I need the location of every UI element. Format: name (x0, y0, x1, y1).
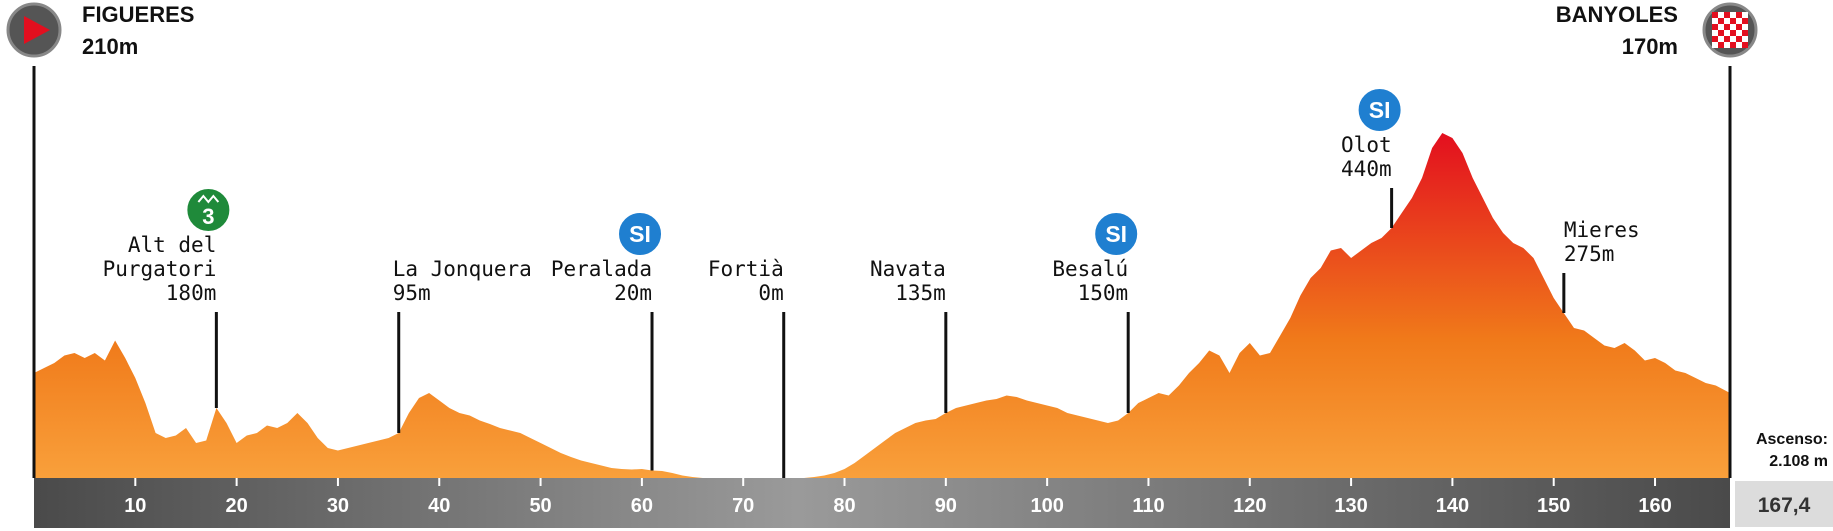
tick-label: 40 (428, 495, 450, 517)
tick-label: 130 (1334, 495, 1367, 517)
checker-square (1736, 18, 1742, 24)
checker-square (1730, 42, 1736, 48)
checker-square (1724, 36, 1730, 42)
checker-square (1724, 42, 1730, 48)
mountain-icon (197, 194, 220, 204)
start-altitude: 210m (82, 34, 138, 59)
checker-square (1736, 12, 1742, 18)
town-label: 95m (393, 281, 431, 305)
distance-box (1735, 481, 1833, 527)
checker-square (1736, 36, 1742, 42)
finish-altitude: 170m (1622, 34, 1678, 59)
distance-axis (34, 478, 1730, 528)
tick-label: 80 (833, 495, 855, 517)
town-label: Purgatori (103, 257, 217, 281)
checker-square (1718, 42, 1724, 48)
sprint-badge-icon (1093, 211, 1140, 257)
checker-square (1712, 30, 1718, 36)
elevation-area (34, 133, 1730, 478)
sprint-label: SI (1369, 97, 1391, 123)
town-label: 275m (1564, 242, 1615, 266)
finish-name: BANYOLES (1556, 2, 1678, 27)
tick-label: 110 (1132, 495, 1164, 517)
checker-square (1718, 12, 1724, 18)
checker-square (1718, 24, 1724, 30)
town-label: Besalú (1052, 257, 1128, 281)
tick-label: 60 (631, 495, 653, 517)
checker-square (1730, 12, 1736, 18)
tick-label: 120 (1233, 495, 1266, 517)
checker-square (1718, 18, 1724, 24)
tick-label: 90 (935, 495, 957, 517)
ascent-value: 2.108 m (1769, 453, 1828, 470)
checker-square (1736, 24, 1742, 30)
checker-square (1742, 18, 1748, 24)
checker-square (1718, 36, 1724, 42)
total-distance: 167,4 (1758, 494, 1811, 517)
checker-square (1736, 30, 1742, 36)
town-label: 20m (614, 281, 652, 305)
checker-square (1724, 30, 1730, 36)
checker-square (1730, 30, 1736, 36)
town-label: Navata (870, 257, 946, 281)
tick-label: 70 (732, 495, 754, 517)
checker-square (1742, 12, 1748, 18)
town-label: 135m (895, 281, 946, 305)
checker-square (1724, 24, 1730, 30)
sprint-label: SI (1105, 221, 1127, 247)
town-label: Mieres (1564, 218, 1640, 242)
sprint-label: SI (629, 221, 651, 247)
tick-label: 30 (327, 495, 349, 517)
checker-square (1712, 12, 1718, 18)
ascent-label: Ascenso: (1756, 431, 1828, 448)
sprint-badge-icon (617, 211, 664, 257)
checker-square (1742, 42, 1748, 48)
checker-square (1730, 24, 1736, 30)
checker-square (1742, 24, 1748, 30)
town-label: Olot (1341, 133, 1392, 157)
town-label: 180m (166, 281, 217, 305)
tick-label: 100 (1030, 495, 1063, 517)
town-label: 440m (1341, 157, 1392, 181)
play-arrow-icon (24, 16, 50, 44)
sprint-badge-icon (1356, 87, 1403, 133)
town-label: 0m (758, 281, 783, 305)
town-label: Alt del (128, 233, 217, 257)
town-label: La Jonquera (393, 257, 532, 281)
checkered-flag-icon (1712, 12, 1748, 48)
start-name: FIGUERES (82, 2, 194, 27)
checker-square (1724, 12, 1730, 18)
checker-square (1742, 36, 1748, 42)
town-label: Fortià (708, 257, 784, 281)
checker-square (1718, 30, 1724, 36)
checker-square (1730, 36, 1736, 42)
checker-square (1712, 24, 1718, 30)
checker-square (1742, 30, 1748, 36)
kom-category: 3 (202, 204, 214, 229)
checker-square (1712, 18, 1718, 24)
kom-badge-icon (185, 187, 232, 233)
town-label: 150m (1078, 281, 1129, 305)
checker-square (1712, 42, 1718, 48)
tick-label: 140 (1436, 495, 1469, 517)
tick-label: 150 (1537, 495, 1570, 517)
tick-label: 10 (124, 495, 146, 517)
tick-label: 50 (529, 495, 551, 517)
tick-label: 20 (226, 495, 248, 517)
checker-square (1712, 36, 1718, 42)
town-label: Peralada (551, 257, 652, 281)
checker-square (1736, 42, 1742, 48)
tick-label: 160 (1638, 495, 1671, 517)
checker-square (1724, 18, 1730, 24)
checker-square (1730, 18, 1736, 24)
